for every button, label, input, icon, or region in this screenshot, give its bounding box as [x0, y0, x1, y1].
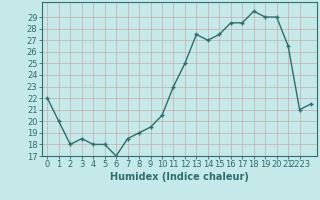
X-axis label: Humidex (Indice chaleur): Humidex (Indice chaleur)	[110, 172, 249, 182]
